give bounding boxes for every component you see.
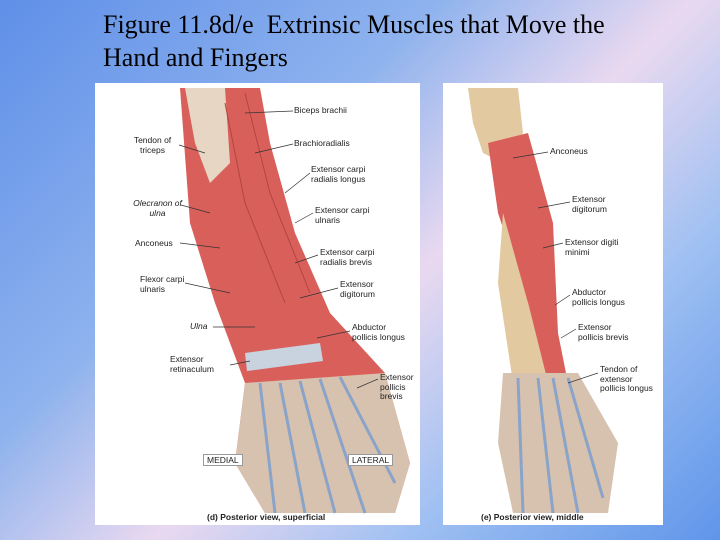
structure-label: Extensor digiti minimi: [565, 237, 619, 257]
tendons: [516, 377, 605, 514]
structure-label: Tendon of extensor pollicis longus: [600, 364, 653, 393]
structure-label: Extensor carpi radialis brevis: [320, 247, 375, 267]
structure-label: Anconeus: [550, 146, 588, 156]
slide-title: Figure 11.8d/e Extrinsic Muscles that Mo…: [103, 10, 612, 72]
figure-panel: Anconeus Extensor digitorum Extensor digit…: [443, 83, 663, 525]
structure-label: Olecranon of ulna: [133, 198, 182, 218]
leader-line: [178, 144, 206, 154]
structure-label: Abductor pollicis longus: [352, 322, 405, 342]
leader-line: [229, 360, 251, 366]
hand: [235, 373, 410, 513]
illustration: [178, 88, 410, 514]
structure-label: Brachioradialis: [294, 138, 350, 148]
bone: [498, 213, 548, 383]
leader-line: [294, 212, 314, 224]
leader-line: [512, 151, 549, 159]
illustration: [468, 88, 618, 514]
hand: [498, 373, 618, 513]
structure-label: Extensor digitorum: [340, 279, 375, 299]
figure-panel: Biceps brachii Brachioradialis Tendon of t…: [95, 83, 420, 525]
leader-line: [560, 328, 577, 339]
leader-line: [179, 242, 221, 249]
leader-line: [184, 282, 231, 294]
structure-label: Extensor pollicis brevis: [380, 372, 414, 401]
leader-line: [180, 204, 211, 214]
leader-line: [537, 201, 571, 209]
structure-label: Abductor pollicis longus: [572, 287, 625, 307]
structure-label: Extensor carpi ulnaris: [315, 205, 370, 225]
leader-line: [294, 254, 319, 264]
tendon: [185, 88, 230, 183]
figure-caption: (d) Posterior view, superficial: [207, 512, 326, 522]
structure-label: Extensor digitorum: [572, 194, 607, 214]
structure-label: Ulna: [190, 321, 208, 331]
muscle-fibers: [224, 92, 311, 304]
leader-line: [554, 294, 571, 306]
leader-line: [299, 287, 339, 299]
leader-line: [356, 378, 379, 389]
leader-line: [567, 372, 599, 384]
structure-label: Extensor carpi radialis longus: [311, 164, 366, 184]
leader-line: [254, 143, 294, 154]
structure-label: Anconeus: [135, 238, 173, 248]
orientation-label: LATERAL: [348, 454, 394, 466]
orientation-label: MEDIAL: [203, 454, 243, 466]
structure-label: Tendon of triceps: [133, 135, 172, 155]
structure-label: Extensor pollicis brevis: [578, 322, 629, 342]
leader-line: [542, 242, 564, 249]
structure-label: Flexor carpi ulnaris: [140, 274, 185, 294]
leader-line: [284, 172, 311, 194]
leader-line: [244, 110, 294, 114]
muscle: [488, 133, 568, 383]
leader-line: [316, 330, 351, 339]
tendons: [258, 376, 397, 514]
structure-label: Biceps brachii: [294, 105, 347, 115]
retinaculum: [245, 343, 323, 371]
figure-caption: (e) Posterior view, middle: [481, 512, 584, 522]
structure-label: Extensor retinaculum: [170, 354, 214, 374]
